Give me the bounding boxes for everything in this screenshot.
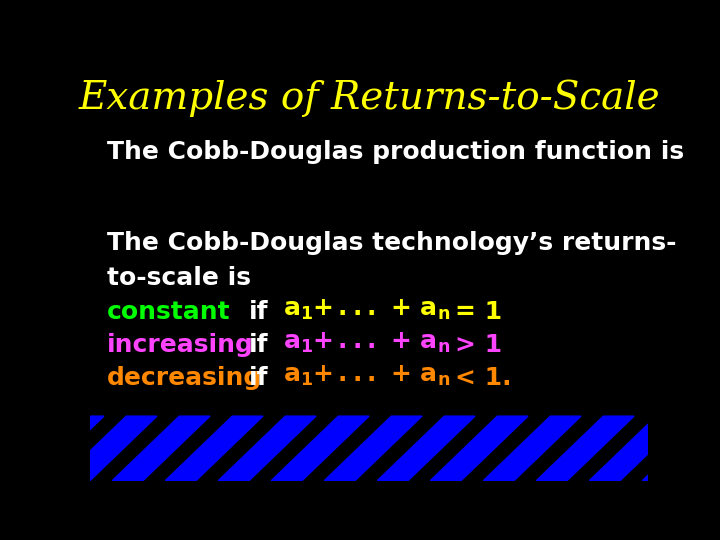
Polygon shape bbox=[642, 416, 720, 481]
Text: increasing: increasing bbox=[107, 333, 253, 357]
Polygon shape bbox=[166, 416, 263, 481]
Text: constant: constant bbox=[107, 300, 230, 323]
Text: The Cobb-Douglas technology’s returns-: The Cobb-Douglas technology’s returns- bbox=[107, 231, 676, 255]
Text: Examples of Returns-to-Scale: Examples of Returns-to-Scale bbox=[78, 79, 660, 117]
Text: $\mathbf{a_1}$$\mathbf{+\,...\,+\,a_n}$: $\mathbf{a_1}$$\mathbf{+\,...\,+\,a_n}$ bbox=[282, 298, 450, 322]
Text: if: if bbox=[249, 300, 269, 323]
Polygon shape bbox=[483, 416, 581, 481]
Polygon shape bbox=[6, 416, 104, 481]
Polygon shape bbox=[590, 416, 687, 481]
Polygon shape bbox=[536, 416, 634, 481]
Text: if: if bbox=[249, 333, 269, 357]
Polygon shape bbox=[696, 416, 720, 481]
Polygon shape bbox=[218, 416, 316, 481]
Text: The Cobb-Douglas production function is: The Cobb-Douglas production function is bbox=[107, 140, 684, 164]
Polygon shape bbox=[377, 416, 475, 481]
Text: $\mathbf{a_1}$$\mathbf{+\,...\,+\,a_n}$: $\mathbf{a_1}$$\mathbf{+\,...\,+\,a_n}$ bbox=[282, 331, 450, 355]
Text: decreasing: decreasing bbox=[107, 366, 262, 390]
Text: to-scale is: to-scale is bbox=[107, 266, 251, 291]
Text: = 1: = 1 bbox=[456, 300, 503, 323]
Text: $\mathbf{a_1}$$\mathbf{+\,...\,+\,a_n}$: $\mathbf{a_1}$$\mathbf{+\,...\,+\,a_n}$ bbox=[282, 364, 450, 388]
Polygon shape bbox=[59, 416, 157, 481]
Polygon shape bbox=[431, 416, 528, 481]
Polygon shape bbox=[324, 416, 422, 481]
Polygon shape bbox=[271, 416, 369, 481]
Text: > 1: > 1 bbox=[456, 333, 503, 357]
Text: if: if bbox=[249, 366, 269, 390]
Polygon shape bbox=[112, 416, 210, 481]
Text: < 1.: < 1. bbox=[456, 366, 512, 390]
